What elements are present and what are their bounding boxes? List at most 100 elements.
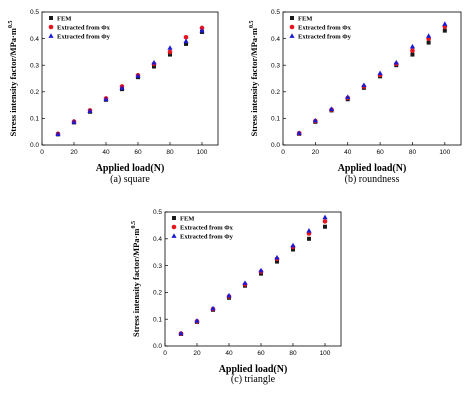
y-tick-label: 0.5 xyxy=(153,209,162,216)
phi-y-marker xyxy=(290,242,296,248)
x-tick-label: 40 xyxy=(344,149,352,156)
chart-panel-1: 0 20 40 60 80 100 0.0 0.1 0.2 0.3 0.4 0.5 Applied lo… xyxy=(8,9,219,185)
fem-marker xyxy=(410,52,415,57)
x-tick-label: 60 xyxy=(376,149,384,156)
y-tick-label: 0.1 xyxy=(153,316,162,323)
y-tick-label: 0.0 xyxy=(30,142,39,149)
x-tick-label: 100 xyxy=(439,149,450,156)
legend-label-fem: FEM xyxy=(57,15,71,22)
phi-y-marker xyxy=(328,106,335,111)
legend-label-phi_x: Extracted from Φx xyxy=(180,224,234,231)
x-tick-label: 60 xyxy=(257,350,265,357)
y-tick-label: 0.0 xyxy=(271,142,280,149)
y-tick-label: 0.1 xyxy=(271,116,280,123)
fem-marker xyxy=(291,247,295,252)
y-tick-label: 0.0 xyxy=(153,343,162,350)
x-axis-label: Applied load(N) xyxy=(338,163,407,174)
fem-marker xyxy=(168,52,172,57)
y-tick-label: 0.2 xyxy=(153,290,162,297)
phi-y-marker xyxy=(199,27,205,33)
y-axis-label-text: Stress intensity factor/MPa·m xyxy=(249,28,259,136)
y-axis-label: Stress intensity factor/MPa·m0.5 xyxy=(249,21,259,137)
y-tick-label: 0.5 xyxy=(271,9,280,16)
phi-y-marker xyxy=(258,267,264,273)
x-tick-label: 80 xyxy=(166,149,174,156)
fem-marker xyxy=(426,40,431,45)
chart-panel-3: 0 20 40 60 80 100 0.0 0.1 0.2 0.3 0.4 0.5 Applied lo… xyxy=(131,209,342,385)
x-axis-label: Applied load(N) xyxy=(219,364,288,375)
y-tick-label: 0.1 xyxy=(30,116,39,123)
x-tick-label: 80 xyxy=(409,149,417,156)
phi-y-marker xyxy=(306,228,312,233)
y-axis-label-exponent: 0.5 xyxy=(249,21,255,29)
panel-caption: (b) roundness xyxy=(345,174,400,185)
legend-marker-phi_y xyxy=(48,33,54,38)
phi-y-marker xyxy=(322,214,328,220)
x-tick-label: 20 xyxy=(312,149,320,156)
fem-marker xyxy=(323,224,327,229)
x-tick-label: 0 xyxy=(40,149,44,156)
phi-y-marker xyxy=(119,85,125,90)
chart-panel-2: 0 20 40 60 80 100 0.0 0.1 0.2 0.3 0.4 0.5 Applied lo… xyxy=(249,9,462,185)
x-tick-label: 0 xyxy=(281,149,285,156)
legend-marker-phi_y xyxy=(289,33,295,38)
phi-y-marker xyxy=(135,73,141,78)
x-tick-label: 80 xyxy=(289,350,297,357)
phi-x-marker xyxy=(183,34,189,40)
fem-marker xyxy=(307,236,311,241)
fem-marker xyxy=(442,28,447,33)
phi-y-marker xyxy=(103,96,109,102)
y-tick-label: 0.2 xyxy=(30,89,39,96)
plot-frame xyxy=(164,211,342,347)
y-tick-label: 0.4 xyxy=(153,236,162,243)
phi-y-marker xyxy=(296,130,302,135)
x-tick-label: 100 xyxy=(320,350,331,357)
x-tick-label: 40 xyxy=(102,149,110,156)
fem-marker xyxy=(184,41,188,46)
phi-y-marker xyxy=(345,94,351,100)
x-tick-label: 20 xyxy=(193,350,201,357)
legend-label-phi_x: Extracted from Φx xyxy=(57,24,111,31)
phi-y-marker xyxy=(167,45,173,50)
legend-label-fem: FEM xyxy=(298,15,312,22)
phi-y-marker xyxy=(178,330,184,336)
y-axis-label: Stress intensity factor/MPa·m0.5 xyxy=(131,221,141,337)
x-axis-label: Applied load(N) xyxy=(96,163,165,174)
legend-marker-phi_x xyxy=(48,24,54,30)
y-tick-label: 0.4 xyxy=(30,36,39,43)
phi-x-marker xyxy=(167,49,173,55)
legend-label-fem: FEM xyxy=(180,215,194,222)
phi-y-marker xyxy=(409,43,416,49)
phi-y-marker xyxy=(71,119,77,124)
y-tick-label: 0.3 xyxy=(30,62,39,69)
phi-y-marker xyxy=(377,70,383,76)
phi-y-marker xyxy=(55,131,61,136)
legend-marker-phi_x xyxy=(289,24,295,30)
y-tick-label: 0.2 xyxy=(271,89,280,96)
legend-marker-phi_x xyxy=(171,224,177,230)
legend-marker-fem xyxy=(290,16,294,20)
legend-label-phi_x: Extracted from Φx xyxy=(298,24,352,31)
y-tick-label: 0.3 xyxy=(271,62,280,69)
legend-marker-fem xyxy=(49,16,53,20)
legend-marker-fem xyxy=(172,216,176,220)
x-tick-label: 20 xyxy=(70,149,78,156)
phi-y-marker xyxy=(242,280,248,285)
y-tick-label: 0.5 xyxy=(30,9,39,16)
phi-y-marker xyxy=(426,33,432,38)
legend-label-phi_y: Extracted from Φy xyxy=(180,233,234,240)
phi-y-marker xyxy=(183,38,189,44)
y-axis-label-text: Stress intensity factor/MPa·m xyxy=(131,229,141,337)
y-axis-label-exponent: 0.5 xyxy=(131,221,137,229)
panel-caption: (a) square xyxy=(110,174,150,185)
x-tick-label: 100 xyxy=(197,149,208,156)
legend-label-phi_y: Extracted from Φy xyxy=(298,33,352,40)
phi-y-marker xyxy=(393,59,399,65)
phi-y-marker xyxy=(442,21,448,26)
phi-y-marker xyxy=(226,292,232,298)
phi-x-marker xyxy=(410,48,415,53)
y-axis-label: Stress intensity factor/MPa·m0.5 xyxy=(8,21,18,137)
y-axis-label-exponent: 0.5 xyxy=(8,21,14,29)
y-tick-label: 0.3 xyxy=(153,263,162,270)
